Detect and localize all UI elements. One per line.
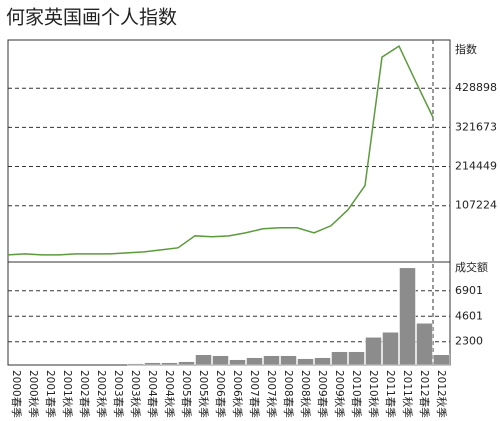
x-tick-label: 2012秋季 (435, 370, 448, 418)
x-tick-label: 2008秋季 (299, 370, 312, 418)
bar (433, 354, 450, 366)
bar (178, 361, 195, 366)
x-tick-label: 2007春季 (248, 370, 260, 418)
y-axis-label: 指数 (455, 42, 477, 56)
y-tick-label: 321673 (455, 120, 497, 133)
x-tick-label: 2000春季 (10, 370, 22, 418)
x-tick-label: 2002秋季 (95, 370, 108, 418)
bar (331, 351, 348, 366)
y-tick-label: 107224 (455, 199, 497, 212)
x-tick-label: 2008春季 (282, 370, 294, 418)
bar (144, 362, 161, 366)
x-tick-label: 2002春季 (78, 370, 90, 418)
y-tick-label: 214449 (455, 160, 497, 173)
index-line (7, 45, 434, 256)
bar (382, 331, 399, 366)
chart-title: 何家英国画个人指数 (6, 7, 177, 29)
y-tick-label: 428898 (455, 81, 497, 94)
bar (365, 337, 382, 366)
y-tick-label: 6901 (455, 284, 483, 297)
bar (399, 267, 416, 366)
x-tick-label: 2005春季 (180, 370, 192, 418)
x-tick-label: 2011秋季 (401, 370, 414, 418)
x-tick-label: 2007秋季 (265, 370, 278, 418)
bar (246, 357, 263, 366)
bar (212, 355, 229, 366)
x-tick-label: 2004春季 (146, 370, 158, 418)
x-tick-label: 2003春季 (112, 370, 124, 418)
x-tick-label: 2005秋季 (197, 370, 210, 418)
bar (297, 358, 314, 366)
x-tick-label: 2000秋季 (27, 370, 40, 418)
y-tick-label: 4601 (455, 309, 483, 322)
bar (348, 351, 365, 366)
x-tick-label: 2001秋季 (61, 370, 74, 418)
x-tick-label: 2001春季 (44, 370, 56, 418)
x-tick-label: 2006秋季 (231, 370, 244, 418)
x-tick-label: 2003秋季 (129, 370, 142, 418)
x-tick-label: 2009秋季 (333, 370, 346, 418)
bar (263, 355, 280, 366)
bar (314, 357, 331, 366)
x-tick-label: 2012春季 (418, 370, 430, 418)
y-axis-label: 成交额 (455, 260, 488, 274)
bar (127, 363, 144, 366)
x-tick-label: 2004秋季 (163, 370, 176, 418)
x-tick-label: 2009春季 (316, 370, 328, 418)
y-tick-label: 2300 (455, 335, 483, 348)
x-tick-label: 2011春季 (384, 370, 396, 418)
bar (161, 362, 178, 366)
x-tick-label: 2006春季 (214, 370, 226, 418)
frame (7, 39, 451, 366)
x-tick-label: 2010春季 (350, 370, 362, 418)
bar (195, 354, 212, 366)
bar (280, 355, 297, 366)
bar (416, 322, 433, 366)
bar (229, 359, 246, 366)
x-tick-label: 2010秋季 (367, 370, 380, 418)
